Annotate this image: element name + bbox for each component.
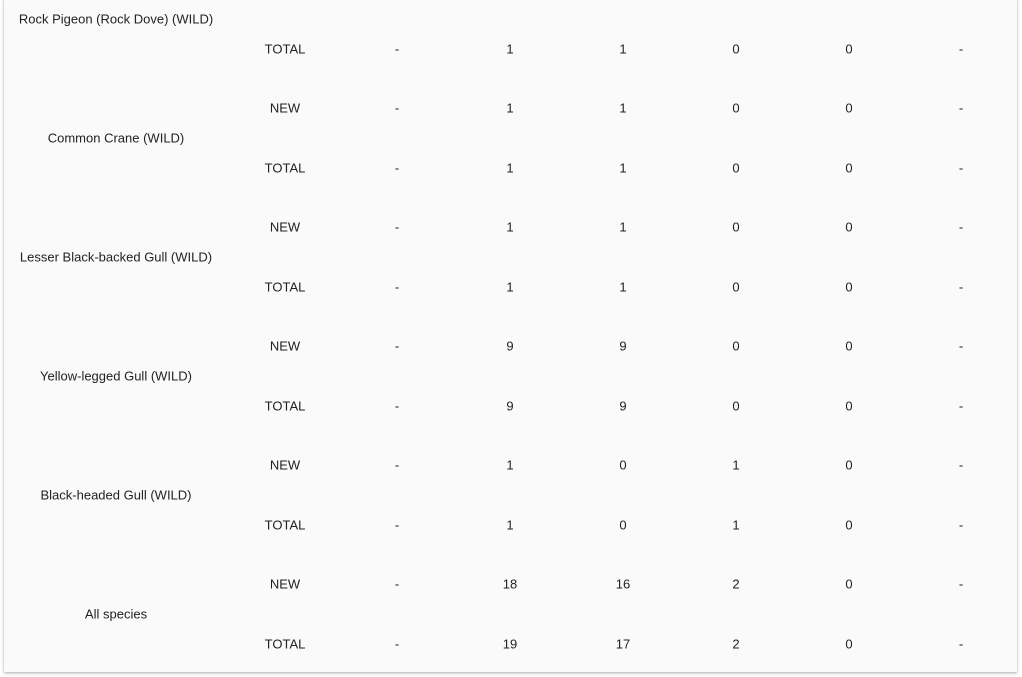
table-cell-value: 0	[732, 398, 740, 414]
table-cell-value: 16	[615, 576, 631, 592]
row-type-label: NEW	[269, 457, 301, 473]
table-cell-value: -	[394, 219, 400, 235]
table-cell-value: 0	[845, 636, 853, 652]
table-cell-value: 1	[506, 517, 514, 533]
table-cell-value: 2	[732, 636, 740, 652]
table-cell-value: 9	[619, 398, 627, 414]
table-cell-value: 0	[732, 41, 740, 57]
species-name: Lesser Black-backed Gull (WILD)	[19, 249, 213, 265]
table-cell-value: -	[958, 517, 964, 533]
table-cell-value: 1	[506, 100, 514, 116]
table-cell-value: 1	[619, 41, 627, 57]
table-cell-value: 18	[502, 576, 518, 592]
table-cell-value: -	[958, 219, 964, 235]
row-type-label: NEW	[269, 100, 301, 116]
table-cell-value: -	[958, 636, 964, 652]
table-cell-value: 0	[845, 160, 853, 176]
table-cell-value: -	[394, 398, 400, 414]
row-type-label: TOTAL	[264, 398, 306, 414]
species-name: Rock Pigeon (Rock Dove) (WILD)	[18, 11, 214, 27]
table-cell-value: -	[958, 457, 964, 473]
table-cell-value: 0	[845, 279, 853, 295]
species-name: Yellow-legged Gull (WILD)	[40, 368, 192, 384]
table-cell-value: 9	[506, 398, 514, 414]
table-cell-value: -	[394, 636, 400, 652]
table-cell-value: 0	[732, 338, 740, 354]
table-cell-value: -	[958, 160, 964, 176]
table-cell-value: 0	[845, 219, 853, 235]
table-cell-value: 1	[506, 457, 514, 473]
table-cell-value: 1	[732, 457, 740, 473]
table-cell-value: -	[958, 100, 964, 116]
species-name: All species	[84, 606, 148, 622]
row-type-label: NEW	[269, 338, 301, 354]
species-table: Rock Pigeon (Rock Dove) (WILD) NEW - 1 1 0 0 - T…	[4, 0, 1017, 672]
row-type-label: NEW	[269, 576, 301, 592]
row-type-label: TOTAL	[264, 517, 306, 533]
table-cell-value: -	[394, 576, 400, 592]
table-cell-value: -	[958, 279, 964, 295]
table-cell-value: 1	[506, 279, 514, 295]
table-cell-value: 0	[845, 576, 853, 592]
table-cell-value: 1	[619, 279, 627, 295]
table-cell-value: 17	[615, 636, 631, 652]
table-cell-value: 9	[619, 338, 627, 354]
table-cell-value: 0	[732, 160, 740, 176]
table-cell-value: 0	[845, 41, 853, 57]
table-cell-value: -	[958, 41, 964, 57]
table-cell-value: 1	[506, 219, 514, 235]
table-cell-value: 0	[845, 457, 853, 473]
table-cell-value: 9	[506, 338, 514, 354]
table-cell-value: -	[958, 338, 964, 354]
table-cell-value: 0	[619, 517, 627, 533]
table-cell-value: 0	[845, 517, 853, 533]
table-cell-value: 2	[732, 576, 740, 592]
table-cell-value: -	[394, 41, 400, 57]
table-cell-value: -	[958, 576, 964, 592]
table-cell-value: 0	[845, 338, 853, 354]
table-cell-value: 1	[619, 219, 627, 235]
table-cell-value: -	[394, 279, 400, 295]
table-cell-value: 1	[506, 160, 514, 176]
table-cell-value: 0	[845, 100, 853, 116]
species-name: Common Crane (WILD)	[47, 130, 185, 146]
row-type-label: TOTAL	[264, 636, 306, 652]
table-cell-value: 0	[732, 219, 740, 235]
row-type-label: TOTAL	[264, 279, 306, 295]
table-cell-value: -	[394, 100, 400, 116]
table-cell-value: -	[394, 517, 400, 533]
table-cell-value: 1	[619, 160, 627, 176]
table-cell-value: -	[958, 398, 964, 414]
table-cell-value: 0	[845, 398, 853, 414]
table-cell-value: 19	[502, 636, 518, 652]
table-cell-value: 0	[732, 279, 740, 295]
table-cell-value: -	[394, 457, 400, 473]
table-cell-value: -	[394, 338, 400, 354]
table-cell-value: 0	[619, 457, 627, 473]
table-cell-value: -	[394, 160, 400, 176]
table-cell-value: 1	[619, 100, 627, 116]
row-type-label: TOTAL	[264, 160, 306, 176]
table-cell-value: 0	[732, 100, 740, 116]
species-name: Black-headed Gull (WILD)	[40, 487, 192, 503]
row-type-label: TOTAL	[264, 41, 306, 57]
table-cell-value: 1	[732, 517, 740, 533]
table-cell-value: 1	[506, 41, 514, 57]
row-type-label: NEW	[269, 219, 301, 235]
